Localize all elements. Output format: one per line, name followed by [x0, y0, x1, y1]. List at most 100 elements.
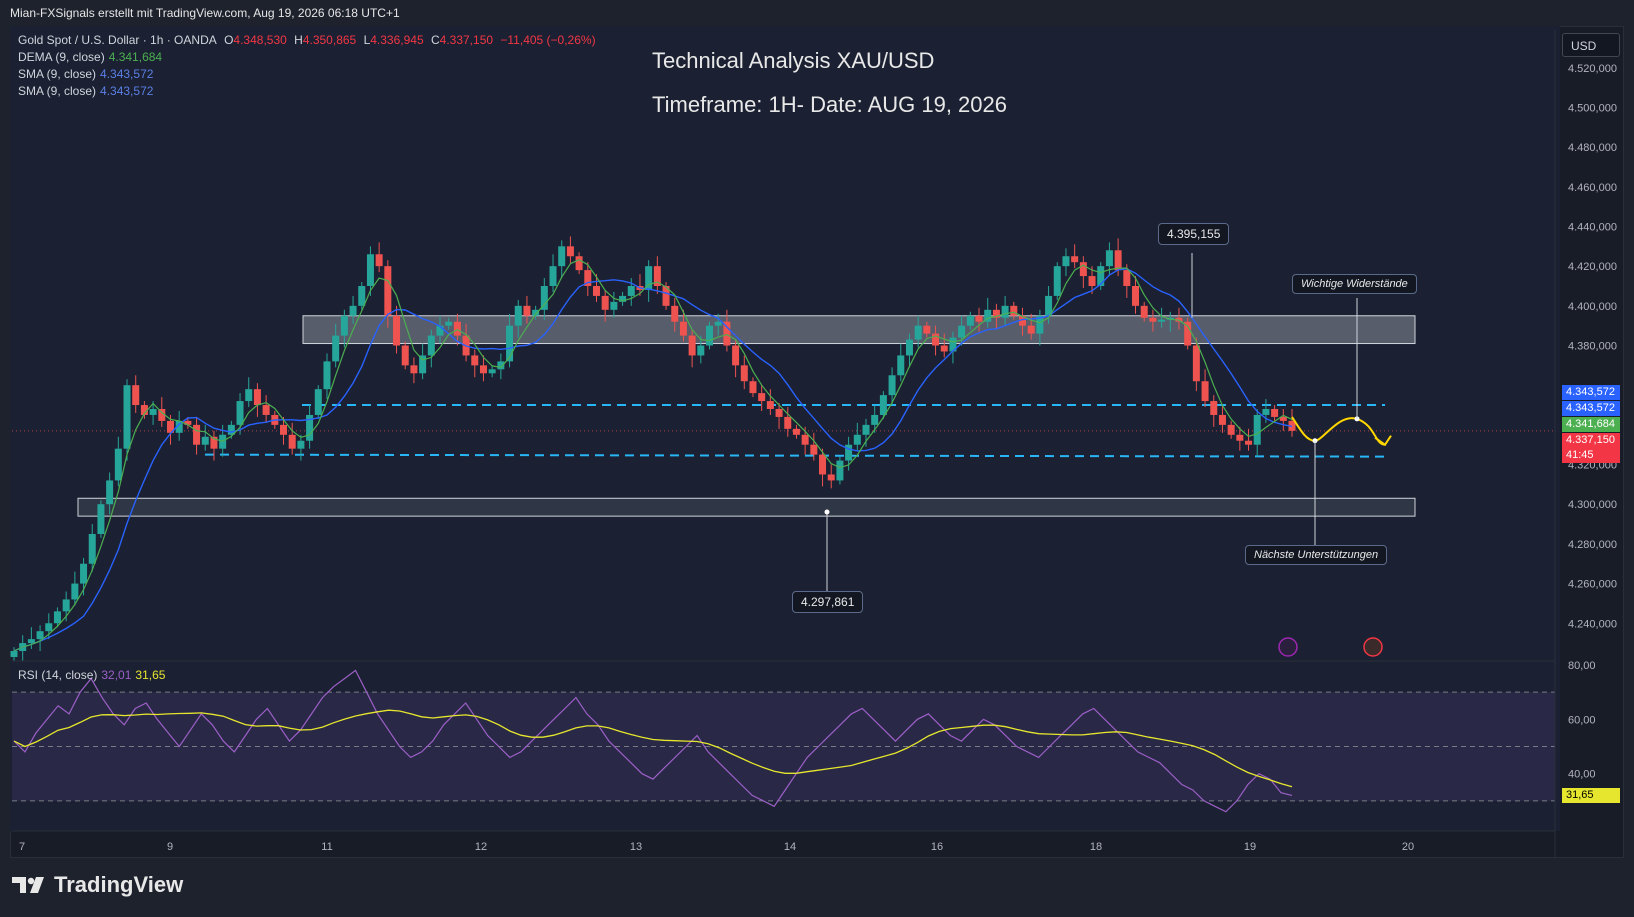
candle-body-126	[1105, 250, 1113, 267]
candle-body-20	[184, 420, 192, 425]
candle-body-31	[280, 424, 288, 435]
candle-body-47	[419, 355, 427, 374]
candle-body-107	[940, 345, 948, 352]
candle-body-142	[1245, 440, 1253, 445]
candle-body-19	[175, 420, 183, 433]
candle-body-62	[549, 266, 557, 286]
candle-body-100	[879, 395, 887, 415]
open-label: O	[224, 33, 234, 47]
candle-body-111	[975, 315, 983, 322]
symbol-name: Gold Spot / U.S. Dollar · 1h · OANDA	[18, 33, 217, 47]
candle-body-42	[375, 254, 383, 267]
candle-body-34	[306, 414, 314, 441]
candle-body-120	[1053, 266, 1061, 296]
candle-body-137	[1201, 381, 1209, 402]
candle-body-68	[601, 295, 609, 310]
time-axis-tick-4: 13	[630, 841, 642, 853]
candle-body-11	[106, 480, 114, 505]
candle-body-73	[645, 266, 653, 290]
candle-body-69	[610, 301, 618, 310]
resistance-zone	[302, 315, 1416, 345]
rsi-label: RSI (14, close)	[18, 668, 98, 682]
low-callout-dot	[824, 509, 830, 515]
candle-body-87	[766, 401, 774, 409]
candle-body-96	[845, 444, 853, 461]
candle-body-25	[227, 424, 235, 435]
rsi-axis-tick-0: 80,00	[1568, 660, 1596, 672]
forecast-arrowhead	[1374, 435, 1392, 447]
candle-body-35	[314, 389, 322, 415]
candle-body-114	[1001, 305, 1009, 318]
rsi-ma-value: 31,65	[135, 668, 166, 682]
open-value: 4.348,530	[233, 33, 287, 47]
candle-body-102	[897, 355, 905, 376]
time-axis-tick-8: 19	[1244, 841, 1256, 853]
candle-body-103	[905, 339, 913, 356]
rsi-axis-tick-2: 40,00	[1568, 769, 1596, 781]
candle-body-121	[1062, 256, 1070, 267]
dema-value: 4.341,684	[108, 50, 163, 64]
candle-body-92	[810, 444, 818, 455]
tradingview-brand[interactable]: TradingView	[12, 872, 183, 898]
candle-body-118	[1036, 315, 1044, 334]
currency-selector[interactable]: USD	[1562, 33, 1620, 57]
candle-body-122	[1071, 256, 1079, 263]
support-callout[interactable]: Nächste Unterstützungen	[1245, 545, 1388, 565]
low-callout[interactable]: 4.297,861	[792, 591, 864, 613]
time-axis-tick-5: 14	[784, 841, 796, 853]
candle-body-48	[427, 335, 435, 356]
candle-body-88	[775, 409, 783, 417]
candle-body-71	[627, 286, 635, 296]
candle-body-70	[619, 295, 627, 302]
candle-body-99	[871, 414, 879, 425]
dema-line	[13, 259, 1293, 652]
candle-body-40	[358, 286, 366, 306]
candle-body-23	[210, 436, 218, 449]
resistance-callout[interactable]: Wichtige Widerstände	[1292, 274, 1417, 294]
high-callout[interactable]: 4.395,155	[1158, 223, 1230, 245]
close-price-badge: 4.337,150	[1562, 433, 1620, 448]
candle-body-82	[723, 321, 731, 346]
candle-body-125	[1097, 266, 1105, 286]
rsi-ma-badge: 31,65	[1562, 788, 1620, 803]
dema-legend[interactable]: DEMA (9, close) 4.341,684	[18, 50, 166, 64]
candle-body-15	[140, 405, 148, 415]
price-axis-tick-2: 4.480,000	[1568, 142, 1617, 154]
candle-body-4	[45, 623, 53, 632]
time-axis-tick-9: 20	[1402, 841, 1414, 853]
candle-body-90	[792, 428, 800, 435]
candle-body-85	[749, 381, 757, 394]
candle-body-84	[740, 365, 748, 382]
sma1-price-badge: 4.343,572	[1562, 385, 1620, 400]
price-axis-tick-5: 4.420,000	[1568, 261, 1617, 273]
candle-body-77	[679, 321, 687, 336]
candle-body-128	[1123, 270, 1131, 286]
candle-body-37	[332, 335, 340, 362]
high-label: H	[294, 33, 303, 47]
candle-body-67	[592, 286, 600, 296]
candle-body-50	[445, 321, 453, 326]
candle-body-5	[53, 611, 61, 624]
candle-body-63	[558, 246, 566, 267]
sma2-legend[interactable]: SMA (9, close) 4.343,572	[18, 84, 157, 98]
sma1-legend[interactable]: SMA (9, close) 4.343,572	[18, 67, 157, 81]
price-axis-tick-6: 4.400,000	[1568, 301, 1617, 313]
candle-body-43	[384, 266, 392, 316]
candle-body-129	[1132, 286, 1140, 306]
sma1-label: SMA (9, close)	[18, 67, 97, 81]
candle-body-3	[36, 631, 44, 640]
candle-body-41	[366, 254, 374, 286]
candle-body-45	[401, 345, 409, 366]
candle-body-64	[566, 246, 574, 257]
event-flag-icon	[1363, 637, 1383, 657]
candle-body-0	[10, 651, 18, 657]
price-axis-tick-4: 4.440,000	[1568, 221, 1617, 233]
rsi-legend[interactable]: RSI (14, close) 32,01 31,65	[18, 668, 169, 682]
candle-body-60	[532, 309, 540, 316]
event-flash-icon	[1278, 637, 1298, 657]
time-axis-tick-6: 16	[931, 841, 943, 853]
candle-body-95	[836, 460, 844, 481]
candle-body-12	[114, 448, 122, 481]
candle-body-2	[27, 639, 35, 644]
